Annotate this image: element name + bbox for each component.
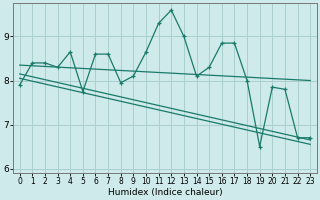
X-axis label: Humidex (Indice chaleur): Humidex (Indice chaleur): [108, 188, 222, 197]
